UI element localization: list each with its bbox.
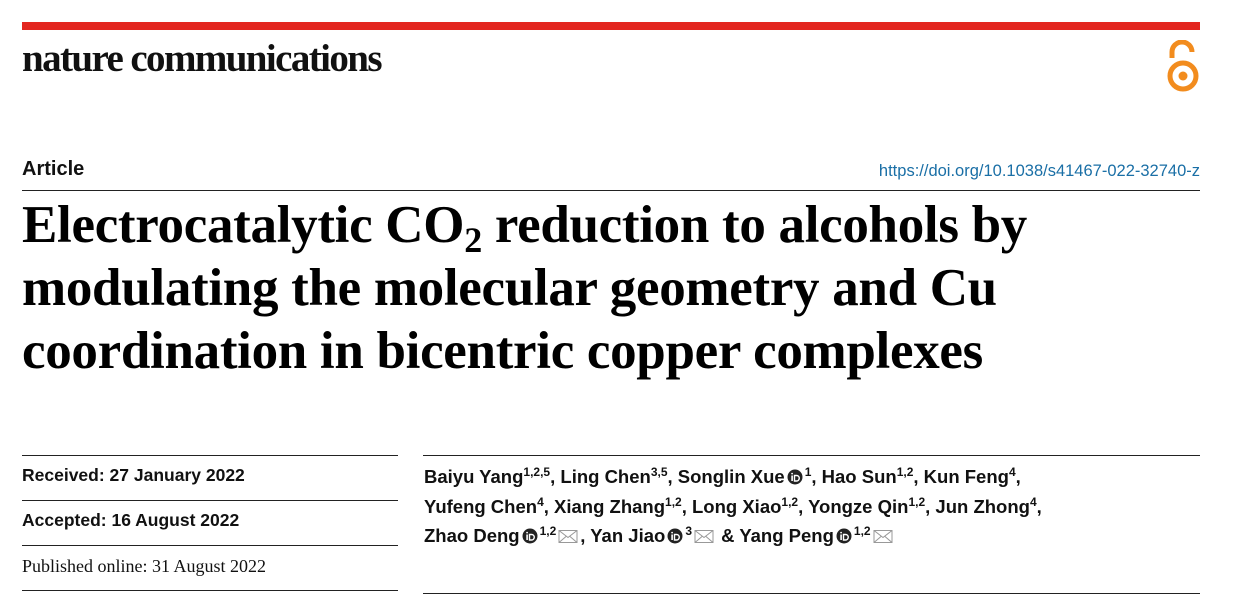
author-separator: , [913, 466, 924, 487]
article-type: Article [22, 158, 85, 180]
title-text: Electrocatalytic CO [22, 196, 465, 254]
orcid-icon [667, 528, 683, 544]
author-line: Yufeng Chen4, Xiang Zhang1,2, Long Xiao1… [424, 492, 1042, 522]
author-separator: , [798, 495, 809, 517]
author-affiliation: 1,2 [781, 494, 799, 509]
orcid-icon [787, 469, 803, 485]
author-name: Ling Chen [560, 466, 651, 487]
mail-icon [558, 530, 578, 543]
title-text: modulating the molecular geometry and Cu [22, 259, 997, 317]
author-affiliation: 1 [804, 465, 812, 479]
author-separator: , [550, 466, 561, 487]
author-name: Kun Feng [923, 466, 1009, 487]
author-name: Yongze Qin [808, 495, 909, 517]
author-separator: , [1036, 495, 1042, 517]
author-name: Zhao Deng [424, 525, 520, 546]
rule [22, 545, 398, 546]
author-separator: , [1015, 466, 1021, 487]
article-title: Electrocatalytic CO2 reduction to alcoho… [22, 194, 1027, 383]
date: Received: 27 January 2022 [22, 465, 245, 485]
author-affiliation: 1,2 [896, 465, 914, 479]
author-affiliation: 1,2,5 [523, 465, 551, 479]
header-bar [22, 22, 1200, 30]
author-affiliation: 3 [685, 524, 692, 538]
author-separator: , [580, 525, 591, 546]
rule [423, 593, 1200, 594]
title-text: reduction to alcohols by [481, 196, 1028, 254]
author-separator: , [543, 495, 555, 517]
author-separator: , [681, 495, 692, 517]
author-line: Zhao Deng 1,2, Yan Jiao 3 & Yang Peng 1,2 [424, 521, 1042, 551]
author-line: Baiyu Yang1,2,5, Ling Chen3,5, Songlin X… [424, 462, 1042, 492]
author-affiliation: 3,5 [650, 465, 668, 479]
journal-name: nature communications [22, 37, 383, 80]
title-text: 2 [464, 220, 482, 260]
author-affiliation: 1,2 [665, 494, 682, 509]
author-affiliation: 4 [1008, 465, 1016, 479]
title-text: coordination in bicentric copper complex… [22, 322, 983, 380]
author-name: Jun Zhong [935, 495, 1030, 517]
open-access-icon [1167, 40, 1199, 92]
author-name: Hao Sun [821, 466, 897, 487]
author-name: Yan Jiao [590, 525, 666, 546]
author-name: Yang Peng [739, 525, 834, 546]
mail-icon [873, 530, 893, 543]
author-affiliation: 4 [1029, 494, 1037, 509]
author-name: Yufeng Chen [424, 495, 538, 517]
author-affiliation: 1,2 [908, 494, 926, 509]
author-affiliation: 1,2 [853, 524, 871, 538]
orcid-icon [522, 528, 538, 544]
author-affiliation: 4 [537, 494, 544, 509]
rule [22, 455, 398, 456]
date: Accepted: 16 August 2022 [22, 510, 240, 530]
rule [22, 500, 398, 501]
author-name: Xiang Zhang [554, 495, 666, 517]
author-separator: & [716, 525, 740, 546]
rule [22, 190, 1200, 191]
author-name: Long Xiao [692, 495, 782, 517]
author-separator: , [667, 466, 678, 487]
author-affiliation: 1,2 [539, 524, 557, 538]
author-name: Baiyu Yang [424, 466, 524, 487]
doi-link[interactable]: https://doi.org/10.1038/s41467-022-32740… [878, 162, 1200, 180]
date: Published online: 31 August 2022 [22, 556, 267, 576]
authors: Baiyu Yang1,2,5, Ling Chen3,5, Songlin X… [424, 462, 1042, 551]
author-separator: , [925, 495, 936, 517]
author-separator: , [811, 466, 822, 487]
author-name: Songlin Xue [677, 466, 785, 487]
rule [423, 455, 1200, 456]
rule [22, 590, 398, 591]
orcid-icon [836, 528, 852, 544]
mail-icon [694, 530, 714, 543]
